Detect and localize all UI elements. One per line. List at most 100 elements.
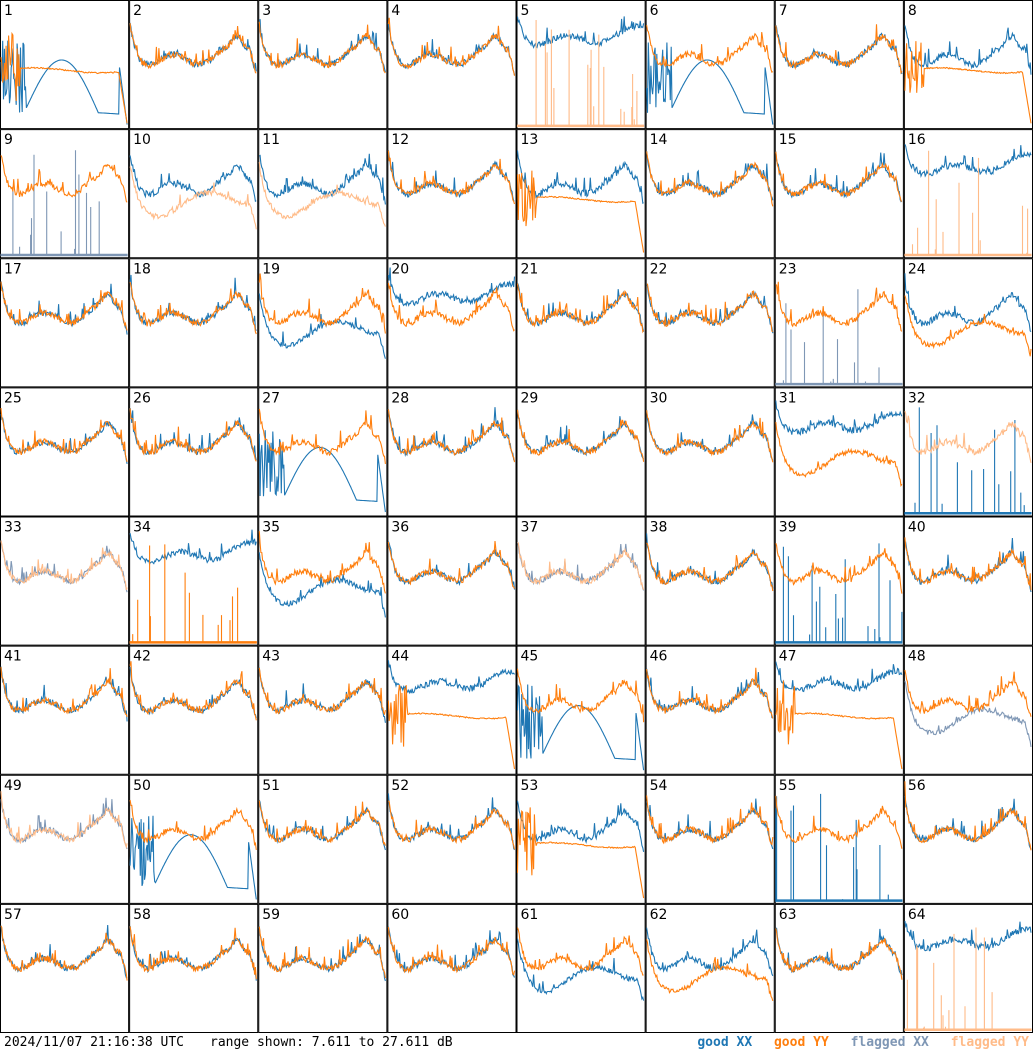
panel-label: 27 [262,390,280,406]
yy-series [258,273,386,334]
panel-label: 6 [650,3,659,19]
xx-series [0,40,128,125]
panel-frame [903,903,1033,1033]
panel-label: 15 [779,132,797,148]
panel-label: 31 [779,390,797,406]
panel-label: 18 [133,261,151,277]
panel-label: 35 [262,520,280,536]
panel-label: 32 [908,390,926,406]
yy-series [387,684,516,770]
xx-series [516,800,645,853]
xx-series [646,150,774,201]
panel-frame [129,645,259,775]
yy-series [646,667,774,719]
legend-good-yy: good YY [773,1035,829,1050]
xx-series [516,409,645,460]
panel-63: 63 [774,903,904,1033]
panel-label: 9 [4,132,13,148]
panel-label: 61 [521,907,539,923]
xx-series [0,924,128,979]
panel-frame [387,387,517,517]
panel-frame [903,129,1033,259]
panel-5: 5 [516,0,646,130]
yy-series [129,799,257,850]
legend-flagged-xx: flagged XX [850,1035,929,1050]
yy-series [0,31,128,124]
xx-series [904,144,1032,178]
xx-series [129,155,257,203]
yy-series [646,151,774,207]
range-label: range shown: 7.611 to 27.611 dB [210,1035,453,1050]
panel-frame [516,903,646,1033]
panel-10: 10 [129,129,259,259]
panel-frame [387,903,517,1033]
panel-25: 25 [0,387,130,517]
panel-frame [516,516,646,646]
yy-series [258,667,386,716]
panel-label: 51 [262,778,280,794]
yy-series [129,23,257,74]
yy-series [516,170,645,253]
yy-series [904,927,1032,1031]
yy-series [775,422,903,487]
legend: good XX good YY flagged XX flagged YY [683,1035,1029,1050]
panel-24: 24 [903,258,1033,388]
panel-frame [258,774,388,904]
panel-13: 13 [516,129,646,259]
panel-20: 20 [387,258,517,388]
panel-label: 54 [650,778,668,794]
panel-35: 35 [258,516,388,646]
xx-series [387,267,516,307]
xx-series [775,400,903,436]
panel-42: 42 [129,645,259,775]
xx-series [775,289,903,386]
yy-series [258,926,386,979]
xx-series [516,938,645,1001]
panel-label: 49 [4,778,22,794]
xx-series [775,661,903,695]
panel-frame [129,903,259,1033]
panel-frame [645,387,775,517]
xx-series [258,293,386,359]
panel-label: 19 [262,261,280,277]
panel-frame [645,903,775,1033]
panel-label: 56 [908,778,926,794]
panel-60: 60 [387,903,517,1033]
panel-frame [387,516,517,646]
panel-frame [0,258,130,388]
panel-15: 15 [774,129,904,259]
yy-series [387,17,516,76]
panel-29: 29 [516,387,646,517]
panel-label: 24 [908,261,926,277]
panel-label: 34 [133,520,151,536]
panel-frame [129,774,259,904]
panel-47: 47 [774,645,904,775]
yy-series [258,531,386,594]
panel-16: 16 [903,129,1033,259]
yy-series [646,795,774,846]
yy-series [904,410,1032,464]
panel-label: 37 [521,520,539,536]
panel-label: 55 [779,778,797,794]
xx-series [904,920,1032,952]
panel-frame [0,516,130,646]
yy-series [516,807,645,899]
xx-series [516,150,644,205]
panel-label: 41 [4,649,22,665]
panel-frame [0,774,130,904]
panel-11: 11 [258,129,388,259]
panel-52: 52 [387,774,517,904]
panel-41: 41 [0,645,130,775]
panel-51: 51 [258,774,388,904]
xx-series [387,926,516,978]
yy-series [516,283,645,334]
yy-series [387,800,516,850]
panel-label: 57 [4,907,22,923]
panel-frame [516,774,646,904]
yy-series [775,24,903,75]
yy-series [646,410,774,463]
panel-label: 60 [391,907,409,923]
panel-28: 28 [387,387,517,517]
panel-label: 14 [650,132,668,148]
xx-series [129,815,257,900]
